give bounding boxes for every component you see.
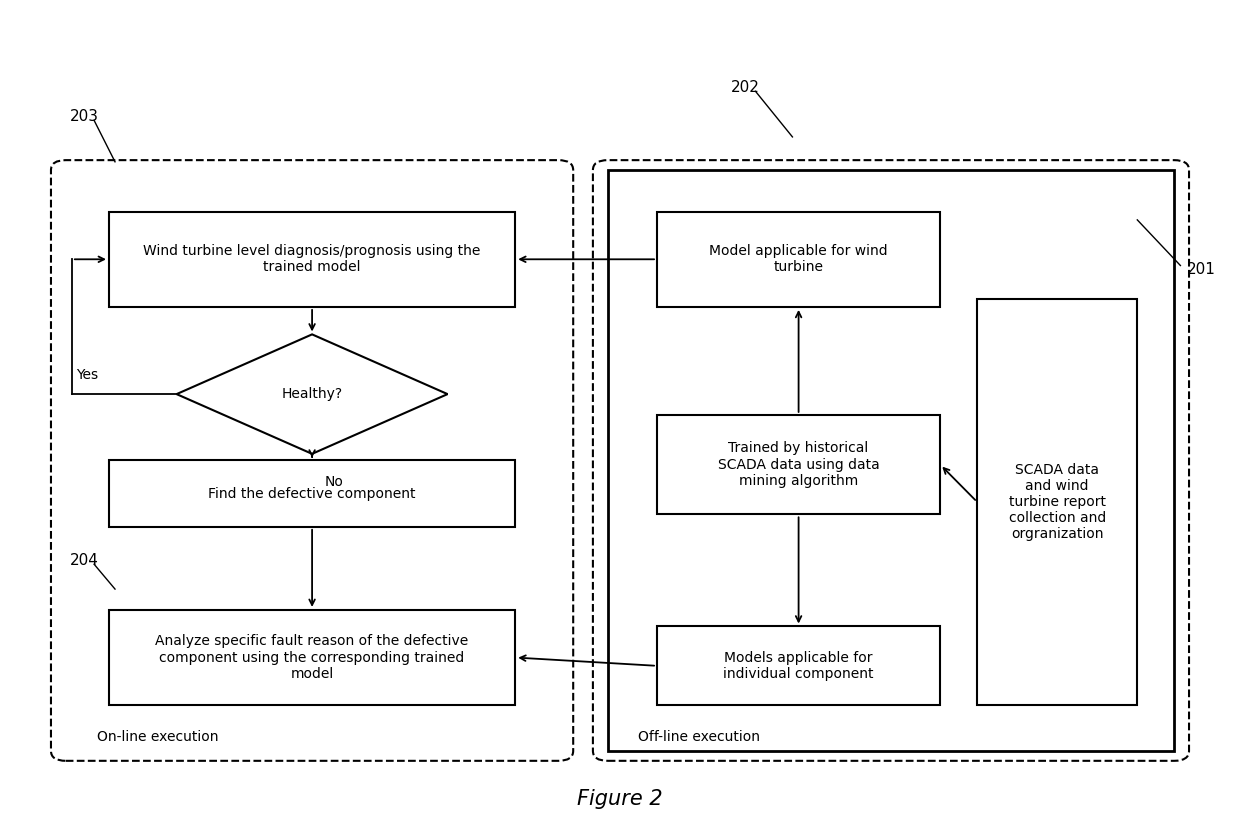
Text: Wind turbine level diagnosis/prognosis using the
trained model: Wind turbine level diagnosis/prognosis u… [144,244,481,274]
Text: 202: 202 [730,80,760,95]
Text: 203: 203 [69,109,98,124]
FancyBboxPatch shape [109,211,516,307]
Text: On-line execution: On-line execution [97,730,218,744]
Text: Trained by historical
SCADA data using data
mining algorithm: Trained by historical SCADA data using d… [718,442,879,488]
FancyBboxPatch shape [109,610,516,706]
Text: Off-line execution: Off-line execution [639,730,760,744]
Text: 201: 201 [1187,262,1215,277]
Text: Yes: Yes [76,368,98,381]
Text: Model applicable for wind
turbine: Model applicable for wind turbine [709,244,888,274]
Text: Models applicable for
individual component: Models applicable for individual compone… [723,651,874,681]
FancyBboxPatch shape [657,415,940,515]
Polygon shape [176,334,448,454]
Text: SCADA data
and wind
turbine report
collection and
orgranization: SCADA data and wind turbine report colle… [1008,463,1106,541]
FancyBboxPatch shape [109,461,516,527]
Text: 204: 204 [69,552,98,567]
Text: Find the defective component: Find the defective component [208,487,415,500]
Text: No: No [325,474,343,489]
Text: Figure 2: Figure 2 [577,789,663,809]
FancyBboxPatch shape [657,627,940,706]
Text: Healthy?: Healthy? [281,387,342,401]
Text: Analyze specific fault reason of the defective
component using the corresponding: Analyze specific fault reason of the def… [155,634,469,680]
FancyBboxPatch shape [977,298,1137,706]
FancyBboxPatch shape [657,211,940,307]
